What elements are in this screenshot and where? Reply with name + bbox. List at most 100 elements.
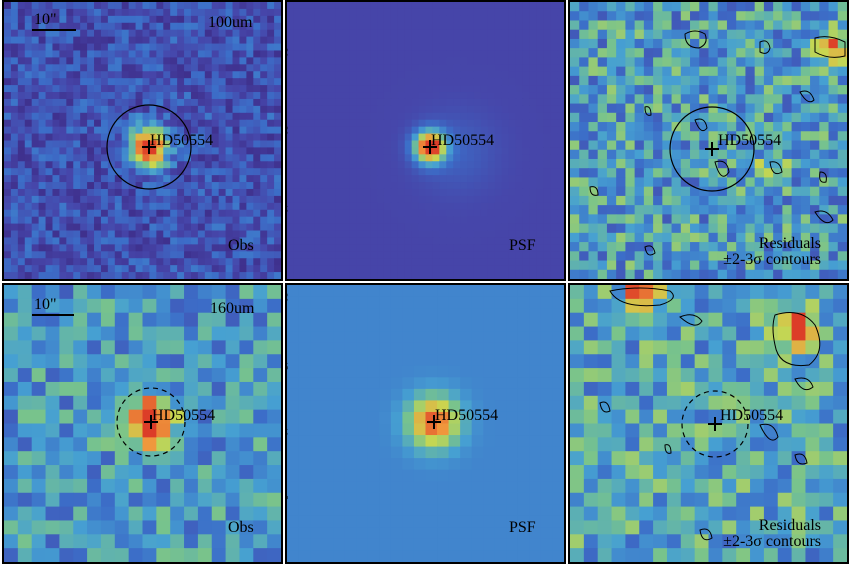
image-pixel <box>473 29 482 38</box>
image-pixel <box>579 103 590 114</box>
image-pixel <box>253 237 261 245</box>
image-pixel <box>643 66 654 77</box>
image-pixel <box>579 242 590 252</box>
image-pixel <box>239 105 247 114</box>
image-pixel <box>190 119 199 128</box>
image-pixel <box>211 423 227 438</box>
image-pixel <box>107 105 116 114</box>
image-pixel <box>197 244 206 252</box>
image-pixel <box>328 50 337 58</box>
image-pixel <box>73 216 81 225</box>
image-pixel <box>690 112 700 123</box>
image-pixel <box>390 209 399 218</box>
image-pixel <box>425 64 434 72</box>
image-pixel <box>31 175 40 183</box>
image-pixel <box>480 188 489 197</box>
image-pixel <box>404 175 413 183</box>
image-pixel <box>425 50 434 58</box>
image-pixel <box>418 112 427 121</box>
image-pixel <box>190 105 199 114</box>
image-pixel <box>10 202 19 211</box>
image-pixel <box>211 147 220 155</box>
image-pixel <box>460 435 473 448</box>
image-pixel <box>293 85 302 93</box>
image-pixel <box>460 251 468 259</box>
image-pixel <box>17 202 26 211</box>
image-pixel <box>349 8 357 17</box>
image-pixel <box>467 98 475 107</box>
image-pixel <box>446 78 454 86</box>
image-pixel <box>501 85 510 93</box>
image-pixel <box>59 64 67 72</box>
image-pixel <box>579 122 590 132</box>
image-pixel <box>87 85 95 93</box>
image-pixel <box>298 435 311 448</box>
image-pixel <box>307 78 316 86</box>
image-pixel <box>557 85 564 93</box>
image-pixel <box>156 29 164 38</box>
image-pixel <box>100 78 109 86</box>
image-pixel <box>94 161 102 169</box>
image-pixel <box>314 64 323 72</box>
image-pixel <box>239 395 254 411</box>
image-pixel <box>163 258 171 266</box>
image-pixel <box>717 2 728 12</box>
image-pixel <box>439 2 447 10</box>
image-pixel <box>342 272 350 279</box>
image-pixel <box>708 11 719 22</box>
image-pixel <box>529 64 537 72</box>
image-pixel <box>377 175 385 183</box>
image-pixel <box>625 103 636 114</box>
image-pixel <box>73 50 81 58</box>
image-pixel <box>163 22 171 31</box>
image-pixel <box>142 209 151 218</box>
image-pixel <box>515 98 524 107</box>
image-pixel <box>218 133 227 142</box>
image-pixel <box>197 506 213 522</box>
image-pixel <box>128 126 137 135</box>
image-pixel <box>473 57 482 65</box>
image-pixel <box>625 242 636 252</box>
image-pixel <box>260 78 268 86</box>
image-pixel <box>80 85 88 93</box>
image-pixel <box>267 230 275 239</box>
image-pixel <box>253 340 268 355</box>
image-pixel <box>307 8 316 17</box>
image-pixel <box>432 230 440 239</box>
image-pixel <box>439 216 447 225</box>
image-pixel <box>597 103 608 114</box>
image-pixel <box>10 140 19 149</box>
image-pixel <box>253 381 268 397</box>
image-pixel <box>300 22 309 31</box>
image-pixel <box>31 168 40 176</box>
image-pixel <box>522 182 530 190</box>
image-pixel <box>287 85 295 93</box>
image-pixel <box>487 133 496 142</box>
image-pixel <box>397 105 406 114</box>
image-pixel <box>218 209 227 218</box>
image-pixel <box>45 85 54 93</box>
image-pixel <box>232 195 241 204</box>
image-pixel <box>31 298 47 314</box>
image-pixel <box>218 71 227 79</box>
image-pixel <box>501 64 510 72</box>
image-pixel <box>4 8 12 17</box>
image-pixel <box>177 202 185 211</box>
image-pixel <box>314 22 323 31</box>
image-pixel <box>170 161 178 169</box>
image-pixel <box>142 285 157 300</box>
image-pixel <box>114 202 123 211</box>
image-pixel <box>557 92 564 100</box>
image-pixel <box>494 43 503 52</box>
image-pixel <box>487 223 496 232</box>
image-pixel <box>480 15 489 24</box>
image-pixel <box>377 98 385 107</box>
image-pixel <box>59 182 67 190</box>
image-pixel <box>128 437 144 452</box>
image-pixel <box>80 223 88 232</box>
image-pixel <box>543 85 551 93</box>
image-pixel <box>460 119 468 128</box>
image-pixel <box>515 22 524 31</box>
image-pixel <box>225 534 241 549</box>
image-pixel <box>100 534 116 549</box>
